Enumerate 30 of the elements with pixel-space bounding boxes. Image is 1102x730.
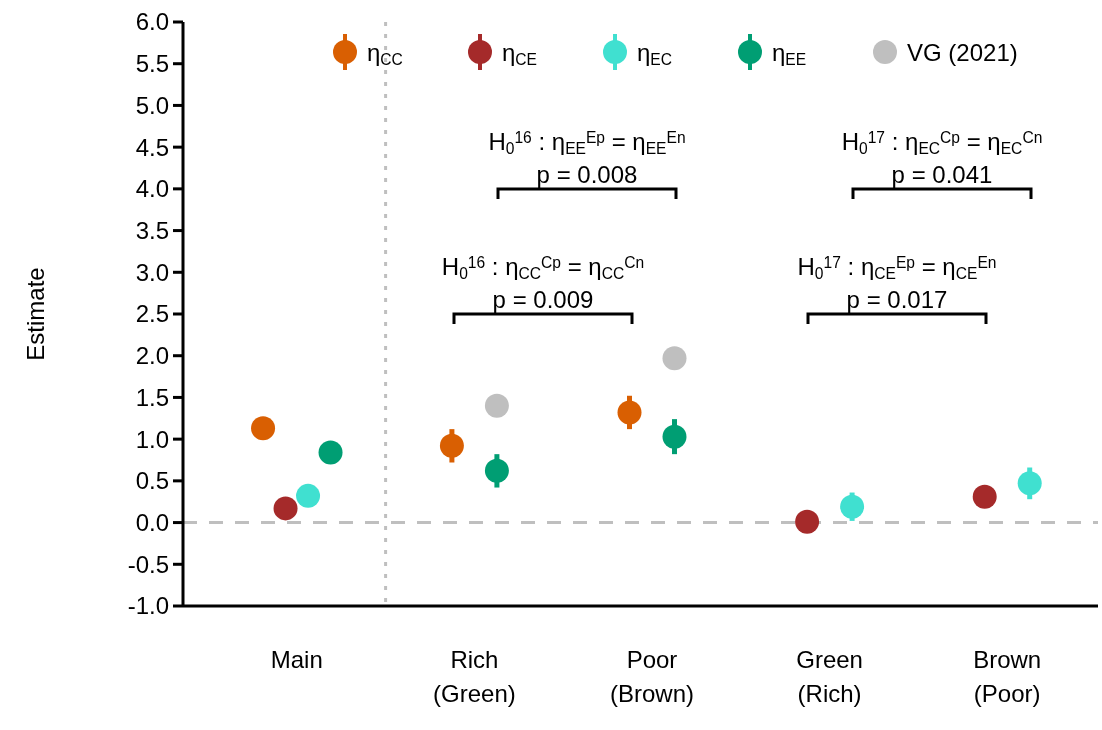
y-tick-label: 3.0 — [135, 258, 169, 286]
x-tick-label: Poor (Brown) — [609, 646, 695, 707]
legend-label: η$_{EE}$ — [772, 39, 807, 68]
y-tick-label: 6.0 — [135, 8, 169, 36]
y-tick-label: 4.5 — [135, 133, 169, 161]
annotation: p = 0.008 — [536, 161, 638, 188]
annotation: p = 0.009 — [492, 286, 594, 313]
y-tick-label: 2.0 — [135, 342, 169, 370]
legend-label: VG (2021) — [907, 39, 1018, 66]
y-axis-title: Estimate — [22, 267, 49, 361]
y-tick-label: -1.0 — [127, 592, 169, 620]
legend-label: η$_{CE}$ — [502, 39, 538, 68]
y-tick-label: 2.5 — [135, 300, 169, 328]
y-tick-label: -0.5 — [127, 550, 169, 578]
x-tick-label: Brown (Poor) — [973, 646, 1042, 707]
x-tick-label: Main — [270, 646, 323, 673]
y-tick-label: 1.5 — [135, 383, 169, 411]
y-tick-label: 3.5 — [135, 216, 169, 244]
y-tick-label: 5.0 — [135, 91, 169, 119]
legend-label: η$_{CC}$ — [367, 39, 403, 68]
legend-label: η$_{EC}$ — [637, 39, 673, 68]
annotation: p = 0.017 — [846, 286, 948, 313]
x-tick-label: Rich (Green) — [433, 646, 516, 707]
x-tick-label: Green (Rich) — [796, 646, 863, 707]
y-tick-label: 0.5 — [135, 467, 169, 495]
y-tick-label: 0.0 — [135, 508, 169, 536]
y-tick-label: 4.0 — [135, 175, 169, 203]
y-tick-label: 1.0 — [135, 425, 169, 453]
annotation: p = 0.041 — [891, 161, 993, 188]
y-tick-label: 5.5 — [135, 50, 169, 78]
